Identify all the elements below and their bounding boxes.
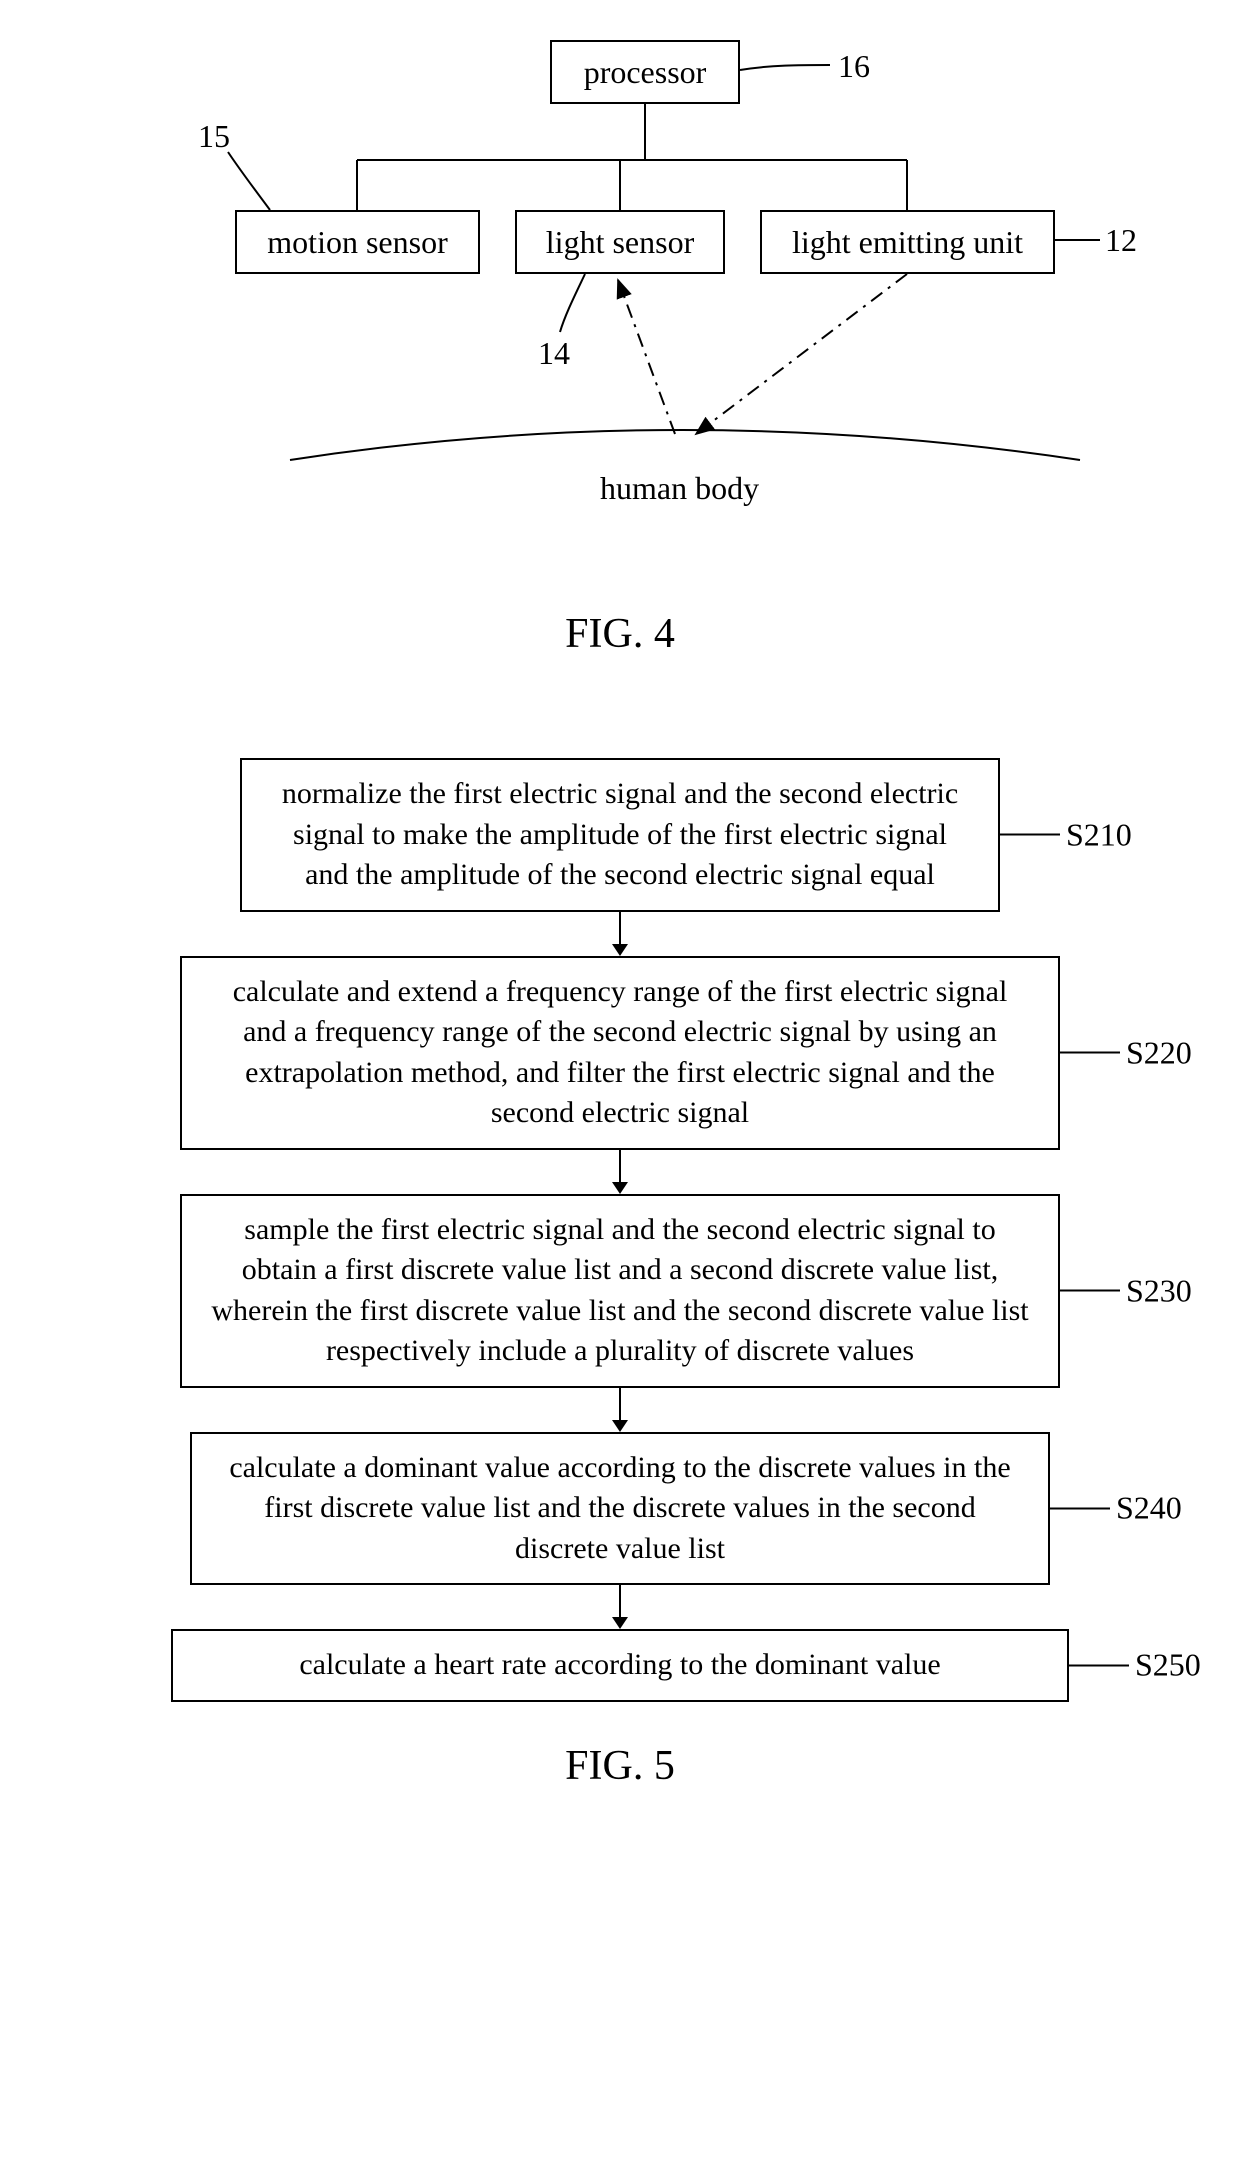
- fig4-caption: FIG. 4: [20, 610, 1220, 658]
- box-light-sensor: light sensor: [515, 210, 725, 274]
- flow-box-S250: calculate a heart rate according to the …: [171, 1629, 1069, 1702]
- box-motion-sensor-label: motion sensor: [267, 224, 447, 261]
- flow-row-S220: calculate and extend a frequency range o…: [70, 956, 1170, 1150]
- step-label-S230: S230: [1060, 1272, 1192, 1309]
- leader-line-S220: [1060, 1043, 1120, 1063]
- step-label-text-S220: S220: [1126, 1034, 1192, 1071]
- fig4-diagram: processor motion sensor: [120, 40, 1120, 600]
- flow-box-S220: calculate and extend a frequency range o…: [180, 956, 1060, 1150]
- flow-row-S230: sample the first electric signal and the…: [70, 1194, 1170, 1388]
- fig5-caption: FIG. 5: [20, 1742, 1220, 1790]
- step-label-S220: S220: [1060, 1034, 1192, 1071]
- flow-row-S250: calculate a heart rate according to the …: [70, 1629, 1170, 1702]
- step-label-text-S210: S210: [1066, 816, 1132, 853]
- fig4-overlay-svg: [120, 40, 1120, 600]
- leader-line-S210: [1000, 825, 1060, 845]
- ref-12: 12: [1105, 222, 1137, 259]
- leader-line-S240: [1050, 1498, 1110, 1518]
- box-light-sensor-label: light sensor: [546, 224, 694, 261]
- flow-row-S240: calculate a dominant value according to …: [70, 1432, 1170, 1586]
- flow-box-S230: sample the first electric signal and the…: [180, 1194, 1060, 1388]
- flow-box-S240: calculate a dominant value according to …: [190, 1432, 1050, 1586]
- box-processor: processor: [550, 40, 740, 104]
- flow-box-S210: normalize the first electric signal and …: [240, 758, 1000, 912]
- human-body-label: human body: [600, 470, 759, 507]
- step-label-text-S230: S230: [1126, 1272, 1192, 1309]
- flow-arrow-S210-to-S220: [70, 912, 1170, 956]
- box-processor-label: processor: [584, 54, 707, 91]
- step-label-S250: S250: [1069, 1647, 1201, 1684]
- box-light-emitting-unit: light emitting unit: [760, 210, 1055, 274]
- step-label-text-S250: S250: [1135, 1647, 1201, 1684]
- ref-16: 16: [838, 48, 870, 85]
- leader-line-S230: [1060, 1281, 1120, 1301]
- ref-15: 15: [198, 118, 230, 155]
- box-emitter-label: light emitting unit: [792, 224, 1023, 261]
- box-motion-sensor: motion sensor: [235, 210, 480, 274]
- leader-line-S250: [1069, 1655, 1129, 1675]
- flow-arrow-S230-to-S240: [70, 1388, 1170, 1432]
- ref-14: 14: [538, 335, 570, 372]
- flow-arrow-S240-to-S250: [70, 1585, 1170, 1629]
- fig5-flowchart: normalize the first electric signal and …: [70, 758, 1170, 1702]
- step-label-text-S240: S240: [1116, 1490, 1182, 1527]
- step-label-S240: S240: [1050, 1490, 1182, 1527]
- step-label-S210: S210: [1000, 816, 1132, 853]
- flow-row-S210: normalize the first electric signal and …: [70, 758, 1170, 912]
- flow-arrow-S220-to-S230: [70, 1150, 1170, 1194]
